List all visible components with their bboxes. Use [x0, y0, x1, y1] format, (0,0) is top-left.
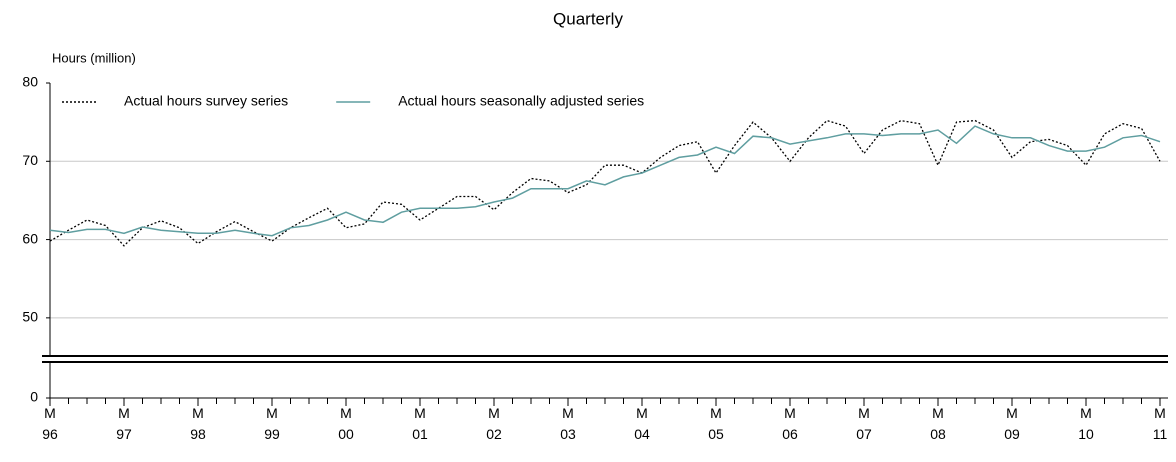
x-tick-label: M 00 — [338, 405, 354, 442]
x-tick-label: M 03 — [560, 405, 576, 442]
x-tick-label: M 09 — [1004, 405, 1020, 442]
x-tick-label: M 06 — [782, 405, 798, 442]
x-tick-label: M 04 — [634, 405, 650, 442]
x-tick-label: M 99 — [264, 405, 280, 442]
series-line — [49, 119, 1161, 247]
legend-label: Actual hours seasonally adjusted series — [398, 93, 644, 109]
axis-break-gap — [42, 357, 1168, 361]
y-tick-label: 70 — [22, 152, 38, 168]
x-tick-label: M 98 — [190, 405, 206, 442]
x-tick-label: M 08 — [930, 405, 946, 442]
legend-label: Actual hours survey series — [124, 93, 288, 109]
series-line — [49, 125, 1161, 237]
y-tick-label: 0 — [30, 389, 38, 405]
y-tick-label: 50 — [22, 309, 38, 325]
chart-title: Quarterly — [553, 9, 623, 28]
x-tick-label: M 96 — [42, 405, 58, 442]
x-tick-label: M 07 — [856, 405, 872, 442]
y-axis-title: Hours (million) — [52, 50, 136, 65]
x-tick-label: M 11 — [1153, 405, 1168, 442]
x-tick-label: M 10 — [1078, 405, 1094, 442]
x-tick-label: M 05 — [708, 405, 724, 442]
x-tick-label: M 97 — [116, 405, 132, 442]
x-tick-label: M 01 — [412, 405, 428, 442]
y-tick-label: 60 — [22, 230, 38, 246]
y-tick-label: 80 — [22, 74, 38, 90]
x-tick-label: M 02 — [486, 405, 502, 442]
